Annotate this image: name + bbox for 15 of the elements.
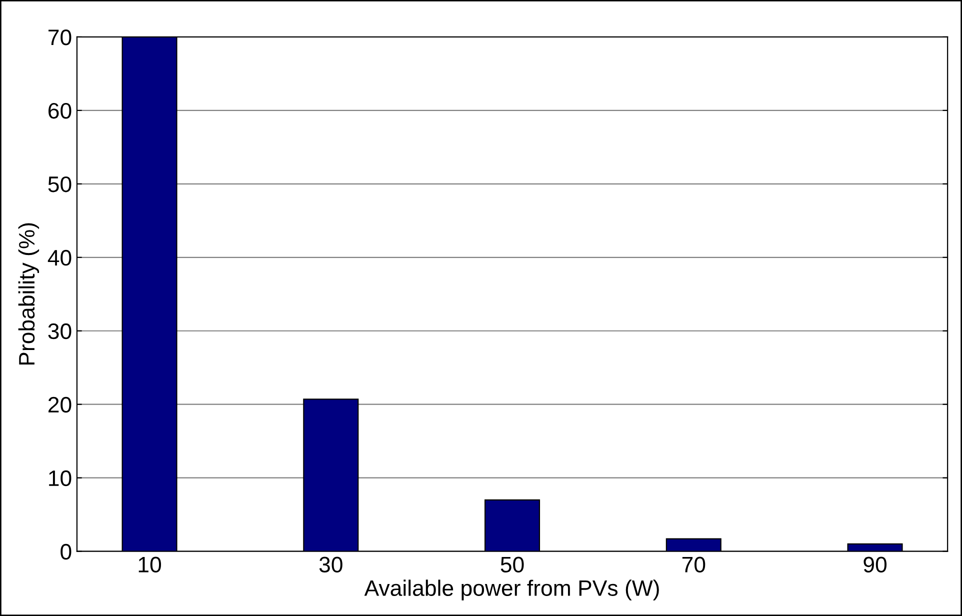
y-tick-label: 70	[48, 29, 72, 46]
x-tick-label: 70	[682, 556, 706, 573]
x-axis-title: Available power from PVs (W)	[364, 580, 659, 600]
y-tick-label: 50	[48, 176, 72, 192]
y-tick-label: 10	[49, 470, 72, 486]
y-tick-label: 60	[48, 102, 72, 119]
y-axis-title: Probability (%)	[18, 223, 40, 365]
x-tick-label: 10	[138, 556, 161, 573]
x-tick-label: 90	[864, 556, 887, 573]
x-tick-label: 50	[500, 556, 524, 573]
y-tick-label: 30	[48, 323, 72, 340]
y-tick-label: 20	[48, 396, 72, 413]
y-tick-label: 0	[60, 544, 72, 560]
x-tick-label: 30	[319, 556, 342, 573]
y-tick-label: 40	[48, 250, 72, 266]
